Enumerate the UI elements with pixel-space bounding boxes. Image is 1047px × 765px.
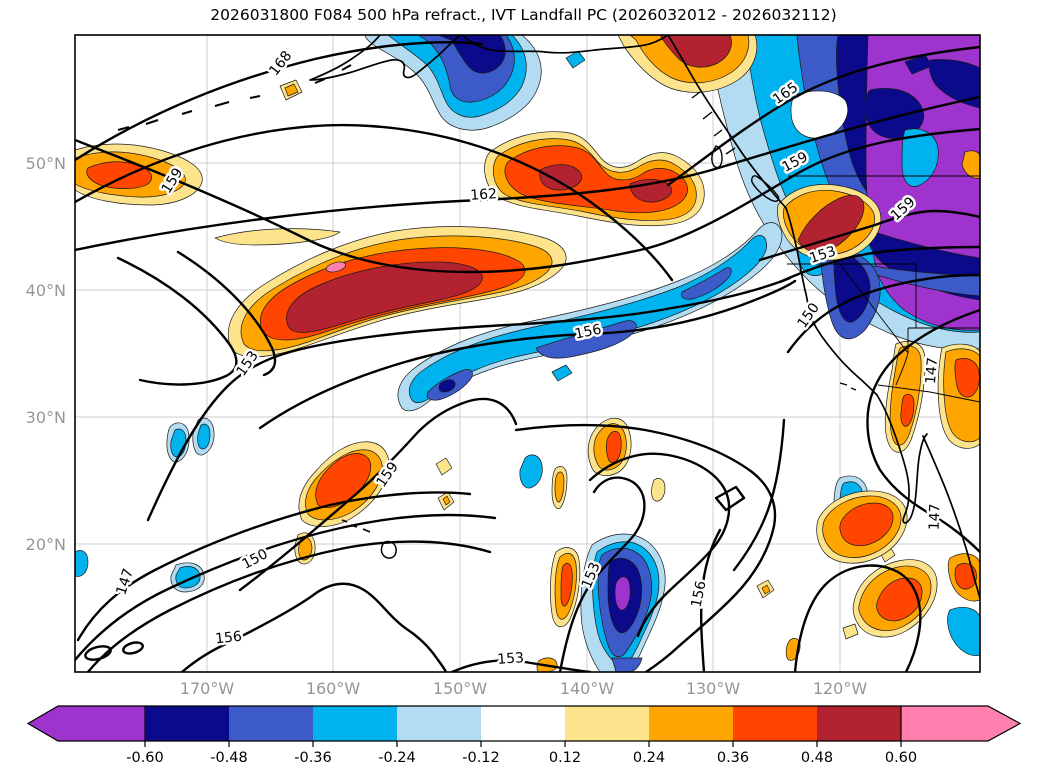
contour-value-label: 168 — [266, 48, 295, 79]
plot-title: 2026031800 F084 500 hPa refract., IVT La… — [210, 6, 837, 24]
contour-153-mid — [146, 276, 792, 522]
positive-strip-subtropics — [550, 547, 581, 627]
positive-anomaly-nw-mexico — [816, 341, 980, 638]
lon-axis-labels: 170°W 160°W 150°W 140°W 130°W 120°W — [180, 679, 868, 698]
lon-tick-label: 130°W — [686, 679, 741, 698]
contour-162 — [75, 95, 980, 252]
lat-tick-label: 50°N — [26, 154, 66, 173]
positive-anomaly-gulf-of-alaska — [617, 35, 758, 93]
colorbar-tick-label: 0.60 — [885, 750, 917, 765]
colorbar-tick-label: 0.36 — [717, 750, 749, 765]
contour-value-label: 156 — [688, 579, 709, 609]
contour-156-sw — [180, 582, 448, 672]
contour-147-sw — [76, 491, 472, 642]
colorbar-segment — [481, 706, 565, 741]
contour-153-s — [558, 476, 646, 672]
contour-150-sw — [75, 513, 497, 662]
contour-value-label: 150 — [795, 300, 823, 331]
contour-147-ne — [866, 308, 980, 554]
colorbar-segment — [145, 706, 229, 741]
contour-value-label: 147 — [113, 567, 136, 597]
negative-anomaly-alaska — [364, 35, 542, 131]
colorbar-segment — [313, 706, 397, 741]
contour-150-ne — [786, 273, 980, 354]
contour-value-label: 162 — [470, 186, 498, 204]
colorbar-ticks: -0.60 -0.48 -0.36 -0.24 -0.12 0.12 0.24 0.36 0.4… — [126, 741, 917, 765]
contour-153-bottom — [450, 659, 592, 672]
lat-tick-label: 40°N — [26, 281, 66, 300]
colorbar-tick-label: -0.48 — [210, 750, 248, 765]
lon-tick-label: 140°W — [560, 679, 615, 698]
contour-159-sw — [238, 397, 518, 592]
contour-156-s — [699, 528, 722, 672]
contour-value-label: 147 — [927, 503, 944, 530]
contour-trough-outer — [116, 256, 238, 386]
state-borders — [787, 175, 980, 403]
lon-tick-label: 160°W — [306, 679, 361, 698]
contour-s2 — [588, 452, 731, 638]
colorbar-tick-label: 0.24 — [633, 750, 665, 765]
colorbar-right-arrow — [900, 705, 1022, 742]
contour-s1 — [514, 423, 777, 672]
colorbar-segment — [229, 706, 313, 741]
positive-anomaly-coastal-pnw — [777, 184, 882, 261]
contour-s3 — [732, 418, 786, 572]
colorbar: -0.60 -0.48 -0.36 -0.24 -0.12 0.12 0.24 0.36 0.4… — [26, 705, 1022, 765]
coast-bc-panhandle — [667, 35, 787, 209]
lat-axis-labels: 50°N 40°N 30°N 20°N — [26, 154, 66, 554]
contour-159-nw — [75, 127, 980, 274]
coast-alaska — [309, 35, 461, 81]
contour-153-ne — [778, 245, 980, 284]
contour-trough-inner — [176, 250, 277, 377]
colorbar-tick-label: -0.36 — [294, 750, 332, 765]
positive-anomaly-ne-of-hawaii — [294, 441, 390, 565]
coast-baja — [876, 394, 928, 524]
colorbar-left-arrow — [26, 705, 146, 742]
colorbar-segment — [565, 706, 649, 741]
lat-tick-label: 20°N — [26, 535, 66, 554]
lon-tick-label: 150°W — [433, 679, 488, 698]
positive-strip-right-edge-north — [961, 150, 980, 179]
colorbar-tick-label: -0.24 — [378, 750, 416, 765]
coast-mexico-mainland — [922, 435, 980, 599]
lon-tick-label: 170°W — [180, 679, 235, 698]
colorbar-tick-label: 0.48 — [801, 750, 833, 765]
contour-165-west — [75, 123, 674, 282]
coast-channel-islands — [839, 382, 857, 391]
height-contours — [75, 41, 980, 672]
contour-diamond-loop — [714, 485, 746, 512]
colorbar-segment — [733, 706, 817, 741]
contour-value-label: 153 — [497, 650, 525, 668]
lon-tick-label: 120°W — [813, 679, 868, 698]
contour-156-mid — [258, 279, 797, 430]
colorbar-tick-label: -0.12 — [462, 750, 500, 765]
coast-aleutian-islands — [117, 64, 352, 131]
contour-168 — [75, 41, 484, 162]
negative-anomaly-subtropics — [580, 533, 666, 672]
colorbar-segment — [397, 706, 481, 741]
contour-value-label: 156 — [214, 629, 242, 648]
colorbar-tick-label: 0.12 — [549, 750, 581, 765]
coast-us-west — [785, 207, 878, 396]
shaded-anomalies — [75, 35, 980, 672]
map-frame — [74, 34, 981, 673]
contour-165-ne — [666, 45, 980, 187]
contour-ear-loop — [793, 564, 922, 672]
colorbar-segment — [649, 706, 733, 741]
coast-gulf-of-alaska — [461, 35, 669, 54]
colorbar-segment — [817, 706, 901, 741]
lat-tick-label: 30°N — [26, 408, 66, 427]
colorbar-tick-label: -0.60 — [126, 750, 164, 765]
negative-speck-gulf-of-alaska — [565, 50, 586, 69]
contour-159-ne — [758, 209, 980, 262]
contour-sw-3 — [86, 540, 492, 672]
contour-value-label: 147 — [923, 357, 941, 385]
